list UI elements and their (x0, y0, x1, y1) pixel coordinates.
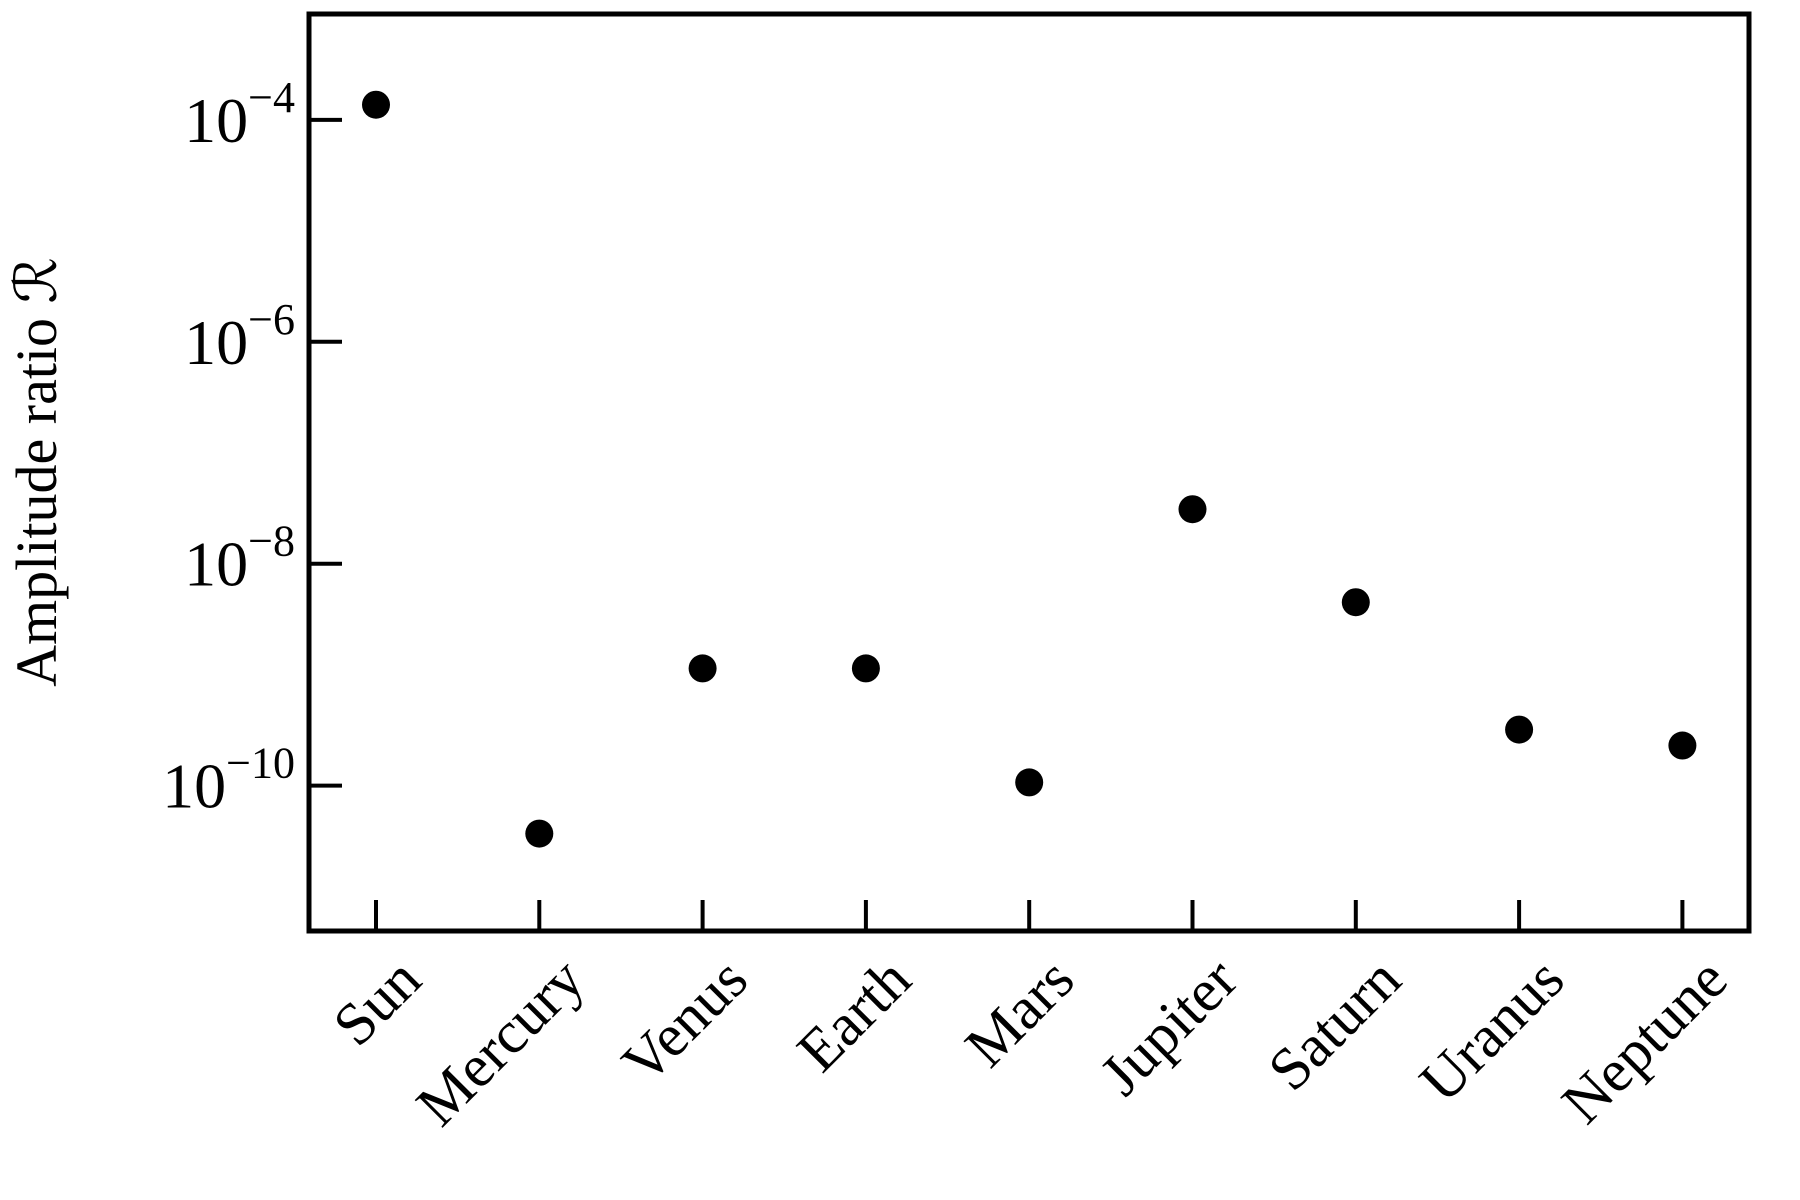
y-tick-label: 10−6 (184, 295, 295, 378)
x-tick-label: Neptune (1549, 946, 1739, 1136)
x-tick-label: Venus (609, 946, 759, 1096)
point (362, 90, 390, 119)
point (851, 654, 880, 683)
point (688, 654, 717, 683)
plot-frame (306, 11, 1752, 934)
point (1505, 715, 1534, 744)
x-tick-label: Mars (953, 946, 1087, 1080)
x-tick-label: Saturn (1256, 946, 1413, 1103)
y-tick-label: 10−10 (162, 739, 295, 822)
point (525, 819, 554, 848)
point (1668, 731, 1697, 760)
point (1015, 768, 1044, 797)
x-tick-label: Earth (785, 946, 924, 1085)
y-tick-label: 10−4 (184, 73, 295, 156)
x-tick-label: Sun (320, 946, 433, 1059)
point (1341, 588, 1370, 617)
point (1178, 495, 1207, 524)
y-tick-label: 10−8 (184, 517, 295, 600)
y-axis-label: Amplitude ratio ℛ (4, 257, 69, 687)
x-tick-label: Mercury (404, 946, 597, 1139)
x-tick-label: Jupiter (1088, 946, 1250, 1108)
